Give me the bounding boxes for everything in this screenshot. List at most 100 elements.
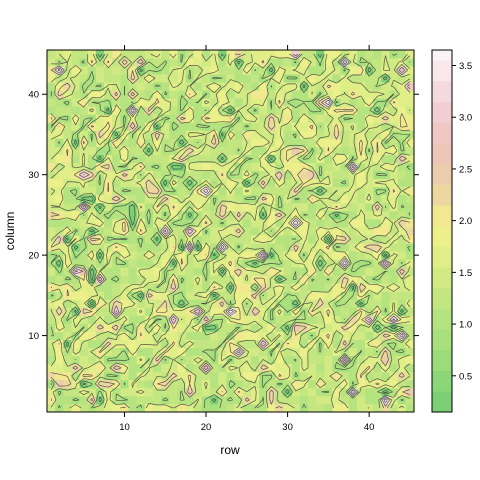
heatmap-cell [71, 154, 81, 164]
heatmap-cell [283, 267, 293, 276]
heatmap-cell [136, 154, 146, 164]
heatmap-cell [373, 259, 382, 268]
heatmap-cell [128, 74, 138, 83]
heatmap-cell [397, 154, 407, 164]
heatmap-cell [332, 138, 341, 147]
heatmap-cell [185, 355, 195, 365]
heatmap-cell [275, 283, 284, 292]
heatmap-cell [136, 339, 146, 349]
heatmap-cell [218, 66, 227, 75]
heatmap-cell [201, 395, 211, 405]
heatmap-cell [128, 363, 138, 373]
heatmap-cell [87, 146, 97, 155]
heatmap-cell [307, 122, 317, 131]
heatmap-cell [291, 170, 301, 180]
heatmap-cell [87, 355, 97, 365]
heatmap-cell [177, 371, 187, 381]
heatmap-cell [405, 106, 414, 115]
heatmap-cell [87, 210, 97, 220]
heatmap-cell [250, 202, 260, 212]
heatmap-cell [95, 218, 105, 228]
heatmap-cell [185, 283, 195, 292]
heatmap-cell [104, 267, 113, 276]
heatmap-cell [112, 291, 121, 300]
heatmap-cell [63, 98, 72, 107]
heatmap-cell [185, 235, 195, 244]
heatmap-cell [226, 315, 235, 324]
heatmap-cell [291, 291, 301, 300]
heatmap-cell [144, 122, 154, 131]
heatmap-cell [234, 74, 244, 83]
heatmap-cell [79, 371, 89, 381]
heatmap-cell [340, 122, 350, 131]
heatmap-cell [169, 138, 178, 147]
heatmap-cell [169, 371, 178, 381]
heatmap-cell [161, 283, 170, 292]
heatmap-cell [405, 218, 414, 228]
heatmap-cell [144, 243, 154, 252]
heatmap-cell [226, 66, 235, 75]
heatmap-cell [348, 130, 358, 139]
heatmap-cell [299, 379, 309, 389]
heatmap-cell [136, 315, 146, 324]
heatmap-cell [226, 387, 235, 397]
heatmap-cell [365, 387, 374, 397]
heatmap-cell [405, 235, 414, 244]
heatmap-cell [79, 291, 89, 300]
heatmap-cell [226, 130, 235, 139]
heatmap-cell [120, 259, 129, 268]
heatmap-cell [291, 387, 301, 397]
heatmap-cell [55, 82, 64, 91]
heatmap-cell [193, 355, 203, 365]
heatmap-cell [120, 98, 129, 107]
heatmap-cell [210, 251, 219, 260]
heatmap-cell [128, 347, 138, 357]
heatmap-cell [95, 210, 105, 220]
heatmap-cell [340, 235, 350, 244]
heatmap-cell [201, 218, 211, 228]
heatmap-cell [104, 106, 113, 115]
heatmap-cell [218, 291, 227, 300]
heatmap-cell [193, 251, 203, 260]
heatmap-cell [128, 66, 138, 75]
heatmap-cell [242, 275, 252, 284]
heatmap-cell [136, 323, 146, 332]
heatmap-cell [397, 299, 407, 308]
heatmap-cell [348, 283, 358, 292]
heatmap-cell [55, 331, 64, 340]
heatmap-cell [307, 363, 317, 373]
heatmap-cell [373, 291, 382, 300]
heatmap-cell [201, 202, 211, 212]
heatmap-cell [316, 74, 325, 83]
heatmap-cell [112, 251, 121, 260]
heatmap-cell [218, 210, 227, 220]
heatmap-cell [112, 162, 121, 172]
heatmap-cell [201, 226, 211, 236]
heatmap-cell [210, 154, 219, 164]
heatmap-cell [144, 283, 154, 292]
heatmap-cell [283, 331, 293, 340]
heatmap-cell [104, 339, 113, 349]
heatmap-cell [307, 74, 317, 83]
heatmap-cell [275, 355, 284, 365]
heatmap-cell [210, 403, 219, 412]
heatmap-cell [259, 130, 268, 139]
heatmap-cell [47, 82, 56, 91]
heatmap-cell [193, 371, 203, 381]
heatmap-cell [381, 331, 390, 340]
heatmap-cell [210, 355, 219, 365]
heatmap-cell [136, 371, 146, 381]
heatmap-cell [389, 66, 399, 75]
heatmap-cell [218, 251, 227, 260]
heatmap-cell [316, 138, 325, 147]
heatmap-cell [332, 106, 341, 115]
heatmap-cell [185, 146, 195, 155]
heatmap-cell [226, 226, 235, 236]
heatmap-cell [153, 106, 162, 115]
heatmap-cell [291, 82, 301, 91]
heatmap-cell [210, 307, 219, 316]
heatmap-cell [299, 170, 309, 180]
heatmap-cell [389, 82, 399, 91]
heatmap-cell [348, 251, 358, 260]
heatmap-cell [259, 347, 268, 357]
